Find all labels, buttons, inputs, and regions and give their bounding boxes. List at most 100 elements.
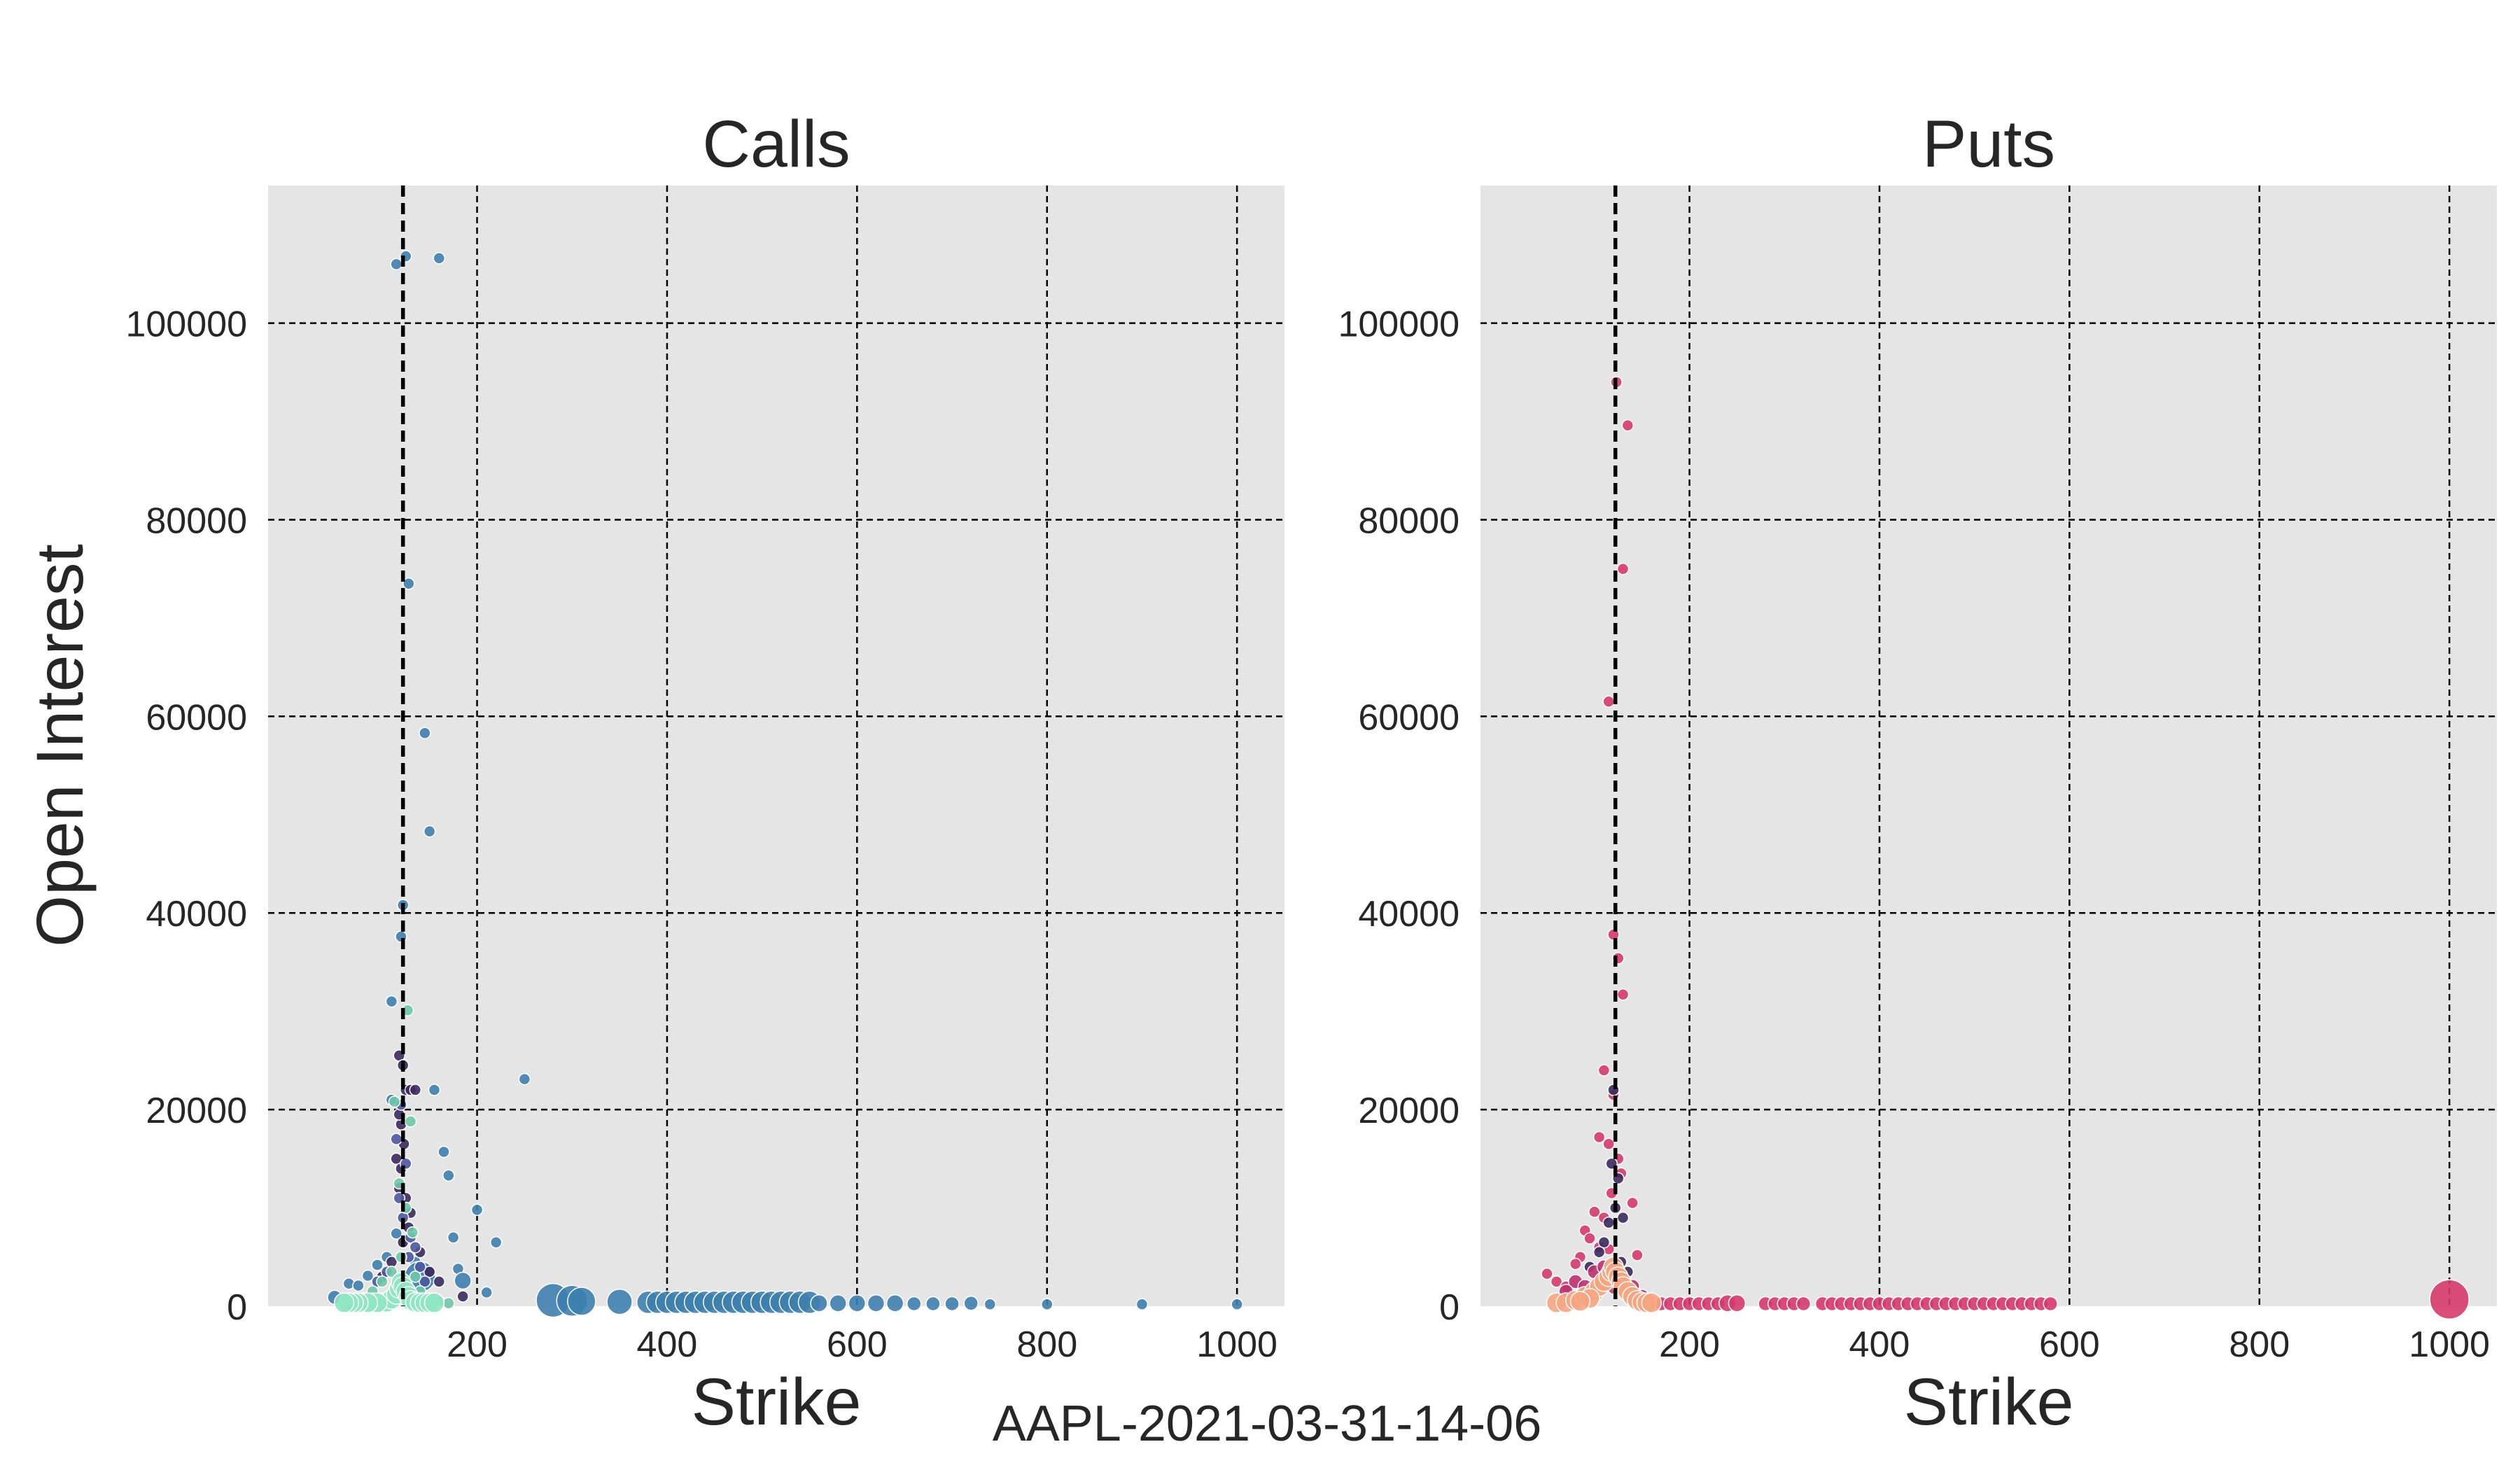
calls-data-point	[906, 1296, 922, 1312]
puts-data-point	[1616, 1211, 1630, 1224]
puts-data-point	[1569, 1291, 1591, 1312]
calls-panel: 200 400 600 800 1000 0 20000 40000 60000 80000 100…	[23, 107, 1284, 1439]
puts-xlabel: Strike	[1904, 1365, 2074, 1439]
calls-data-point	[454, 1271, 472, 1290]
calls-data-point	[983, 1298, 997, 1310]
calls-xtick-label: 400	[637, 1324, 698, 1365]
calls-data-point	[409, 1240, 422, 1254]
calls-data-point	[456, 1290, 469, 1303]
calls-data-point	[390, 258, 402, 271]
calls-ytick-label: 100000	[125, 304, 247, 345]
calls-data-point	[419, 1275, 431, 1288]
calls-data-point	[1040, 1298, 1054, 1310]
puts-ytick-label: 80000	[1358, 500, 1460, 541]
puts-data-point	[2043, 1296, 2058, 1312]
calls-data-point	[848, 1294, 867, 1312]
puts-xtick-label: 600	[2039, 1324, 2100, 1365]
calls-data-point	[447, 1231, 460, 1244]
puts-data-point	[1616, 988, 1630, 1001]
calls-xtick-label: 1000	[1196, 1324, 1278, 1365]
calls-ylabel: Open Interest	[23, 544, 97, 947]
puts-data-point	[1583, 1232, 1596, 1245]
calls-data-point	[470, 1203, 484, 1217]
calls-data-point	[404, 1115, 417, 1128]
calls-data-point	[409, 1084, 422, 1096]
calls-data-point	[438, 1145, 450, 1158]
puts-xtick-label: 800	[2229, 1324, 2290, 1365]
puts-data-point	[1602, 695, 1615, 708]
puts-data-point	[1602, 1216, 1615, 1229]
calls-data-point	[925, 1296, 941, 1312]
puts-data-point	[1621, 419, 1634, 432]
calls-data-point	[371, 1259, 384, 1271]
calls-data-point	[442, 1297, 455, 1310]
calls-data-point	[376, 1275, 388, 1288]
calls-data-point	[867, 1294, 886, 1312]
calls-data-point	[385, 995, 398, 1008]
puts-data-point	[1597, 1064, 1611, 1077]
calls-data-point	[352, 1279, 365, 1292]
calls-xtick-label: 200	[447, 1324, 507, 1365]
calls-ytick-label: 80000	[146, 500, 247, 541]
puts-data-point	[1569, 1257, 1582, 1270]
calls-data-point	[361, 1269, 374, 1282]
calls-xlabel: Strike	[692, 1365, 862, 1439]
calls-data-point	[333, 1292, 355, 1313]
calls-data-point	[829, 1294, 847, 1312]
calls-ytick-label: 40000	[146, 894, 247, 934]
calls-data-point	[388, 1096, 401, 1108]
puts-ytick-label: 0	[1439, 1287, 1460, 1328]
calls-data-point	[480, 1286, 493, 1299]
puts-ytick-label: 40000	[1358, 894, 1460, 934]
calls-data-point	[433, 252, 446, 265]
calls-data-point	[390, 1133, 402, 1146]
puts-data-point	[1616, 562, 1630, 575]
calls-data-point	[414, 1261, 426, 1273]
calls-data-point	[810, 1294, 828, 1312]
calls-data-point	[419, 727, 431, 739]
puts-ytick-label: 20000	[1358, 1091, 1460, 1131]
puts-data-point	[1550, 1275, 1563, 1288]
calls-data-point	[1231, 1298, 1243, 1310]
calls-data-point	[567, 1287, 596, 1316]
puts-data-point	[1592, 1130, 1606, 1144]
calls-data-point	[489, 1236, 503, 1249]
calls-data-point	[409, 1270, 422, 1283]
puts-xtick-label: 200	[1659, 1324, 1720, 1365]
calls-grid	[268, 186, 1284, 1306]
puts-data-point	[1588, 1205, 1601, 1218]
puts-plot-area	[1480, 186, 2497, 1306]
calls-xtick-label: 600	[827, 1324, 888, 1365]
puts-data-point	[1541, 1267, 1553, 1280]
puts-data-point	[1631, 1249, 1644, 1261]
calls-data-point	[428, 1084, 441, 1096]
calls-xtick-label: 800	[1016, 1324, 1077, 1365]
puts-data-point	[1626, 1196, 1639, 1210]
puts-xtick-label: 1000	[2409, 1324, 2490, 1365]
calls-data-point	[442, 1169, 455, 1182]
calls-data-point	[606, 1288, 633, 1315]
calls-data-point	[423, 1266, 436, 1278]
puts-grid	[1480, 186, 2497, 1306]
calls-ytick-label: 20000	[146, 1091, 247, 1131]
puts-data-point	[2429, 1279, 2470, 1320]
puts-ticks: 200 400 600 800 1000 0 20000 40000 60000 80000 100…	[1338, 304, 2490, 1365]
puts-data-point	[1602, 1138, 1615, 1151]
calls-data-point	[423, 825, 436, 838]
calls-ticks: 200 400 600 800 1000 0 20000 40000 60000 80000 100…	[125, 304, 1278, 1365]
puts-ytick-label: 60000	[1358, 697, 1460, 738]
puts-title: Puts	[1922, 107, 2055, 181]
calls-data-point	[390, 1227, 402, 1240]
calls-data-point	[963, 1296, 979, 1311]
calls-data-point	[402, 578, 415, 590]
puts-data-point	[1592, 1246, 1606, 1259]
calls-data-point	[385, 1266, 398, 1278]
calls-plot-area	[268, 186, 1284, 1306]
puts-data-point	[1641, 1292, 1662, 1313]
calls-data-point	[406, 1226, 419, 1239]
calls-data-point	[886, 1294, 904, 1312]
puts-xtick-label: 400	[1849, 1324, 1910, 1365]
calls-data-point	[433, 1275, 446, 1288]
calls-ytick-label: 0	[227, 1287, 247, 1328]
